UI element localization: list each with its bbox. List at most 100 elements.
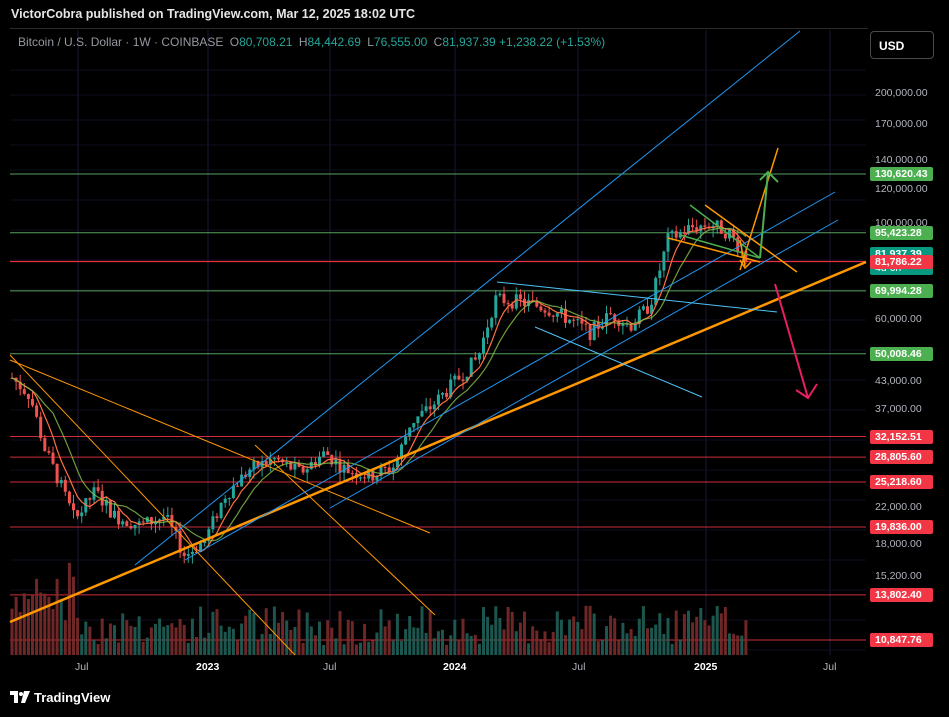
price-axis-label: 200,000.00 <box>875 87 928 100</box>
close-value: 81,937.39 <box>442 35 496 49</box>
candle-body <box>26 393 30 399</box>
volume-bar <box>170 623 174 655</box>
volume-bar <box>346 619 350 655</box>
price-level-tag: 10,847.76 <box>870 633 933 647</box>
volume-bar <box>588 605 592 655</box>
volume-bar <box>293 627 297 655</box>
triangle-green-lower <box>679 234 761 259</box>
volume-bar <box>371 640 375 655</box>
volume-bar <box>707 625 711 655</box>
volume-bar <box>174 627 178 655</box>
descending-trendline-2 <box>9 359 431 534</box>
candle-body <box>596 321 600 329</box>
volume-bar <box>149 627 153 655</box>
candle-body <box>330 455 334 465</box>
volume-bar <box>600 640 604 655</box>
volume-bar <box>117 642 121 655</box>
volume-bar <box>96 644 100 655</box>
volume-bar <box>723 606 727 655</box>
small-arrow-icon <box>739 239 752 270</box>
volume-bar <box>354 644 358 655</box>
price-axis-label: 43,000.00 <box>875 375 922 388</box>
volume-bar <box>133 626 137 655</box>
volume-bar <box>728 633 731 655</box>
candle-body <box>613 314 617 321</box>
candle-body <box>363 477 367 479</box>
volume-bar <box>330 627 334 655</box>
moving-average-fast <box>11 225 747 553</box>
volume-bar <box>387 620 391 655</box>
candle-body <box>215 516 219 519</box>
candle-body <box>346 464 350 473</box>
volume-bar <box>625 633 629 655</box>
volume-bar <box>441 629 444 655</box>
candle-body <box>141 521 145 523</box>
volume-bar <box>457 639 461 655</box>
candle-body <box>219 502 223 519</box>
volume-bar <box>190 618 194 655</box>
tag-price: 50,008.46 <box>875 347 922 360</box>
tag-price: 28,805.60 <box>875 451 922 464</box>
volume-bar <box>43 593 47 655</box>
volume-bar <box>609 615 613 655</box>
candle-body <box>473 357 477 360</box>
candle-body <box>637 309 641 324</box>
candle-body <box>506 303 510 305</box>
candle-body <box>494 295 498 318</box>
candle-body <box>72 503 75 511</box>
volume-bar <box>31 595 34 655</box>
candle-body <box>117 510 121 525</box>
candle-body <box>650 304 654 314</box>
volume-bar <box>641 606 645 655</box>
volume-bar <box>502 629 506 655</box>
volume-bar <box>428 610 432 655</box>
candle-body <box>461 379 465 382</box>
candle-body <box>559 308 563 314</box>
tradingview-brand[interactable]: TradingView <box>10 690 110 706</box>
candle-body <box>88 498 92 500</box>
candle-body <box>231 485 235 498</box>
candle-body <box>133 524 137 529</box>
candle-body <box>35 405 39 417</box>
channel-upper-line <box>134 30 801 566</box>
volume-bar <box>26 598 30 655</box>
volume-bar <box>666 617 670 655</box>
volume-bar <box>424 632 428 655</box>
candle-body <box>670 231 674 234</box>
candle-body <box>621 323 625 326</box>
candle-body <box>490 317 494 328</box>
candle-body <box>223 498 227 503</box>
volume-bar <box>498 618 502 655</box>
candle-body <box>240 474 244 487</box>
candle-body <box>113 510 116 518</box>
volume-bar <box>568 619 572 655</box>
candle-body <box>80 512 84 517</box>
volume-bar <box>14 596 18 655</box>
volume-bar <box>72 576 75 655</box>
price-axis-label: 18,000.00 <box>875 538 922 551</box>
open-key: O <box>229 35 240 49</box>
high-value: 84,442.69 <box>307 35 361 49</box>
tag-price: 19,836.00 <box>875 520 922 533</box>
candle-body <box>63 479 67 492</box>
chart-pane[interactable] <box>10 28 868 656</box>
volume-bar <box>633 635 637 655</box>
volume-bar <box>395 613 399 655</box>
volume-bar <box>67 562 71 655</box>
volume-bar <box>613 618 617 655</box>
currency-button[interactable]: USD <box>870 31 934 59</box>
candle-body <box>395 459 399 468</box>
breakout-up-line <box>739 147 779 271</box>
volume-bar <box>523 611 526 655</box>
volume-bar <box>178 618 182 655</box>
volume-bar <box>621 622 625 655</box>
candle-body <box>309 461 313 470</box>
high-key: H <box>298 35 308 49</box>
price-axis-label: 140,000.00 <box>875 154 928 166</box>
volume-bar <box>256 639 260 655</box>
volume-bar <box>436 631 440 655</box>
time-axis-label: 2024 <box>443 661 467 673</box>
volume-bar <box>342 644 346 655</box>
brand-name: TradingView <box>34 690 111 705</box>
